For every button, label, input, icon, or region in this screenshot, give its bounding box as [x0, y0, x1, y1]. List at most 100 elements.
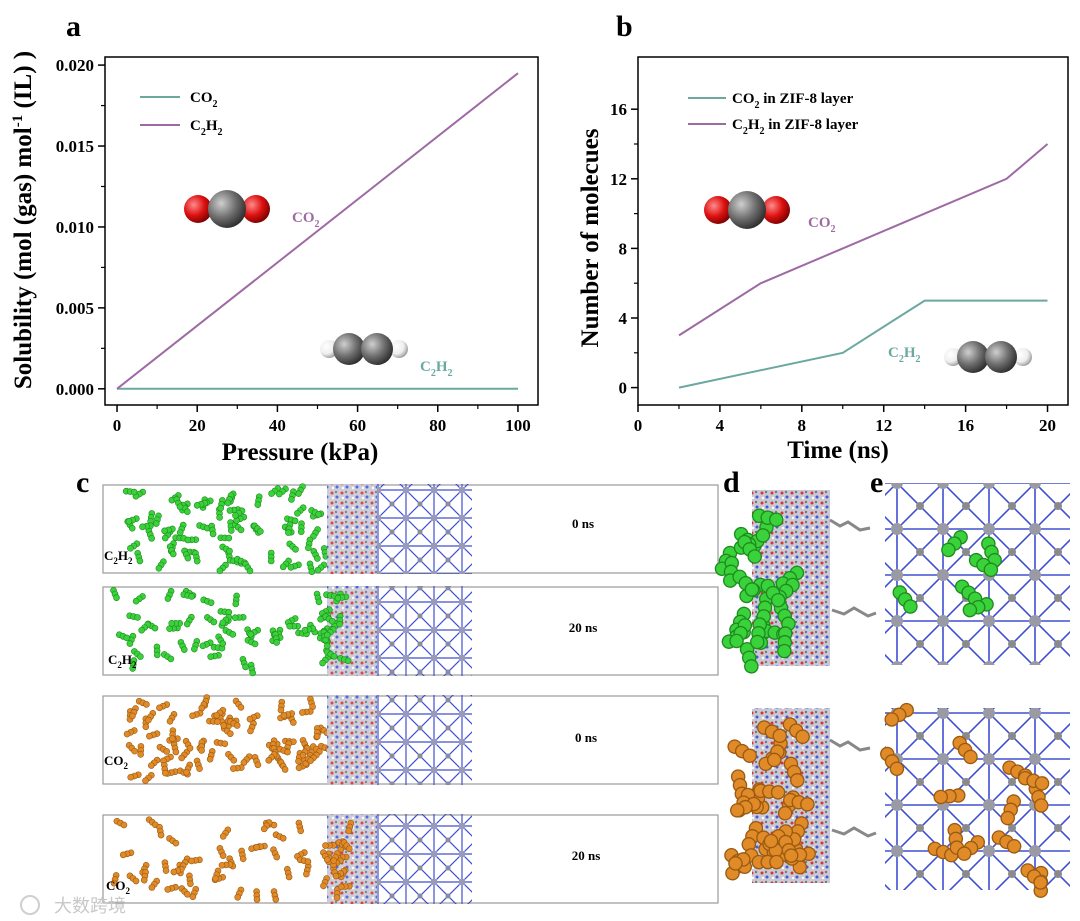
co2-molecule-icon	[753, 783, 786, 800]
co2-molecule-icon	[333, 886, 341, 901]
co2-molecule-icon	[260, 819, 273, 833]
atom	[216, 514, 223, 521]
atom	[176, 529, 184, 536]
co2-molecule-icon	[299, 708, 314, 716]
c2h2-molecule-icon	[279, 557, 292, 571]
atom	[336, 620, 343, 628]
atom	[219, 833, 227, 840]
atom	[137, 751, 144, 758]
atom	[162, 867, 170, 874]
c2h2-molecule-icon	[192, 549, 201, 565]
co2-molecule-icon	[129, 705, 139, 720]
atom	[161, 534, 169, 542]
atom	[148, 884, 156, 891]
atom	[186, 744, 194, 752]
atom	[126, 640, 134, 647]
co2-molecule-icon	[947, 822, 965, 855]
co2-molecule-icon	[186, 872, 194, 888]
c2h2-molecule-icon	[147, 510, 156, 525]
co2-molecule-icon	[884, 702, 914, 727]
atom	[279, 834, 287, 842]
atom	[729, 633, 744, 649]
atom	[184, 890, 191, 898]
atom	[744, 582, 760, 597]
co2-molecule-icon	[178, 885, 191, 898]
co2-molecule-icon	[161, 859, 170, 874]
chart-a-ytick-label: 0.005	[56, 299, 94, 318]
c2h2-molecule-icon	[207, 652, 222, 660]
co2-molecule-icon	[164, 883, 179, 893]
chart-a-xtick-label: 100	[505, 416, 531, 435]
atom	[265, 757, 273, 764]
c2h2-molecule-icon	[153, 643, 161, 659]
atom	[221, 740, 229, 748]
atom	[769, 854, 784, 870]
co2-molecule-icon	[727, 739, 758, 763]
c2h2-molecule-icon	[254, 493, 263, 508]
c2h2-molecule-icon	[295, 483, 306, 497]
c2h2-molecule-icon	[267, 549, 275, 565]
co2-molecule-icon	[193, 757, 203, 772]
atom	[956, 846, 972, 861]
atom	[1033, 875, 1048, 890]
atom	[189, 712, 196, 720]
chart-a-ytick-label: 0.010	[56, 218, 94, 237]
c2h2-molecule-icon	[217, 534, 233, 542]
co2-molecule-icon-b	[704, 191, 790, 229]
atom	[305, 544, 312, 552]
chart-b-xtick-label: 4	[716, 416, 725, 435]
atom	[138, 626, 145, 634]
time-label-box3: 0 ns	[575, 730, 597, 745]
c2h2-molecule-icon	[242, 560, 254, 575]
co2-molecule-icon	[148, 877, 161, 891]
co2-molecule-icon	[140, 868, 149, 884]
c2h2-molecule-icon	[180, 591, 195, 600]
chart-a-ytick-label: 0.020	[56, 56, 94, 75]
sim-box-co2-0ns: CO2 0 ns	[102, 694, 719, 785]
atom	[307, 757, 314, 764]
atom	[287, 564, 295, 571]
atom	[164, 886, 172, 893]
c2h2-molecule-icon	[127, 540, 141, 552]
c2h2-molecule-icon	[732, 569, 760, 597]
c2h2-molecule-icon	[324, 626, 337, 639]
c2h2-molecule-icon	[208, 522, 217, 538]
watermark-logo-icon	[20, 895, 40, 915]
co2-molecule-icon	[320, 849, 331, 863]
atom	[314, 555, 321, 562]
atom	[148, 535, 155, 542]
c2h2-molecule-icon	[173, 496, 184, 511]
atom	[267, 557, 275, 565]
atom	[213, 712, 221, 719]
c2h2-molecule-icon	[737, 534, 763, 564]
atom	[730, 803, 745, 818]
atom	[156, 704, 163, 712]
c2h2-molecule-icon	[336, 612, 344, 628]
atom	[127, 773, 134, 781]
co2-molecule-icon	[225, 751, 238, 764]
watermark: 大数跨境	[54, 896, 126, 916]
label-c2h2-box2: C2H2	[108, 652, 137, 670]
atom	[941, 542, 956, 558]
atom	[210, 618, 218, 626]
c2h2-molecule-icon	[131, 648, 144, 660]
atom	[330, 857, 337, 864]
co2-molecule-icon	[296, 856, 312, 865]
c2h2-molecule-icon	[196, 522, 211, 532]
time-label-box4: 20 ns	[572, 848, 601, 863]
c2h2-molecule-icon	[308, 507, 322, 518]
c2h2-molecule-icon	[286, 622, 302, 630]
c2h2-molecule-icon	[892, 585, 918, 614]
c2h2-molecule-icon	[337, 654, 352, 665]
atom	[216, 567, 224, 575]
co2-molecule-icon	[253, 842, 268, 851]
panel-letter-c: c	[76, 466, 89, 499]
atom	[217, 504, 224, 512]
co2-molecule-icon	[206, 748, 216, 763]
atom	[164, 595, 172, 602]
atom	[193, 502, 201, 509]
atom	[1033, 798, 1049, 813]
atom	[193, 557, 201, 565]
co2-molecule-icon	[126, 872, 140, 885]
